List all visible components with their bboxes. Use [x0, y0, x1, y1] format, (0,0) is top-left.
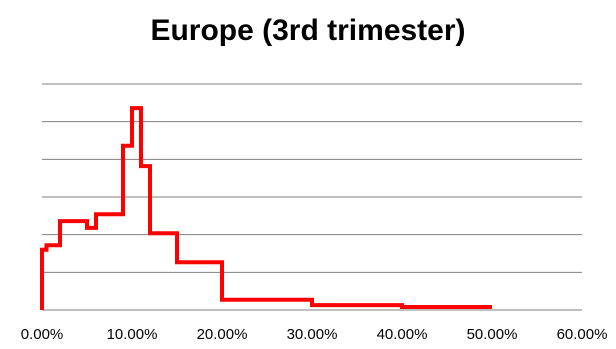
x-tick-label: 0.00% — [21, 326, 64, 343]
chart-title: Europe (3rd trimester) — [150, 14, 466, 47]
x-tick-label: 50.00% — [467, 326, 518, 343]
x-tick-label: 30.00% — [287, 326, 338, 343]
series-layer — [40, 106, 492, 310]
x-tick-label: 10.00% — [107, 326, 158, 343]
x-tick-label: 40.00% — [377, 326, 428, 343]
x-tick-labels: 0.00% 10.00% 20.00% 30.00% 40.00% 50.00% 60.00… — [21, 326, 608, 343]
x-tick-label: 20.00% — [197, 326, 248, 343]
x-tick-label: 60.00% — [557, 326, 608, 343]
gridlines — [42, 83, 582, 273]
series-line-1 — [40, 106, 492, 310]
